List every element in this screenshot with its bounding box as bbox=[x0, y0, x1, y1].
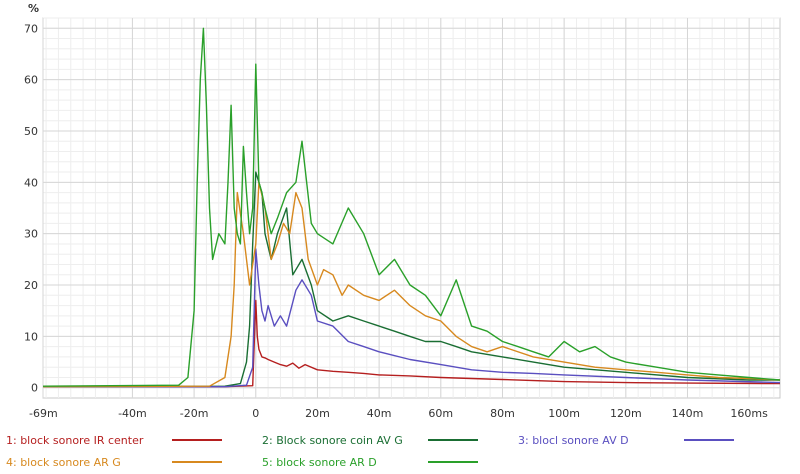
legend-label-1: 1: block sonore IR center bbox=[6, 434, 144, 447]
x-tick-label: 100m bbox=[548, 407, 580, 420]
series-line-2 bbox=[42, 171, 780, 388]
legend-label-2: 2: Block sonore coin AV G bbox=[262, 434, 403, 447]
legend: 1: block sonore IR center 2: Block sonore… bbox=[6, 434, 734, 469]
legend-label-3: 3: blocl sonore AV D bbox=[518, 434, 629, 447]
y-tick-label: 30 bbox=[24, 228, 38, 241]
x-tick-label: -20m bbox=[180, 407, 209, 420]
y-axis-unit-label: % bbox=[28, 2, 39, 15]
axes: -69m -40m -20m 0 20m 40m 60m 80m 100m 120m 140m 160… bbox=[24, 22, 768, 420]
series-line-3 bbox=[43, 248, 781, 388]
series-line-5 bbox=[42, 27, 781, 387]
plot-frame bbox=[42, 17, 781, 399]
y-tick-label: 40 bbox=[24, 176, 38, 189]
x-tick-label: 80m bbox=[490, 407, 515, 420]
series-line-1 bbox=[43, 299, 781, 388]
x-tick-label: 160ms bbox=[730, 407, 768, 420]
series-lines bbox=[42, 27, 781, 388]
plot-area bbox=[42, 17, 781, 399]
x-tick-label: 40m bbox=[367, 407, 392, 420]
y-tick-label: 50 bbox=[24, 125, 38, 138]
x-tick-label: 120m bbox=[610, 407, 642, 420]
y-tick-label: 70 bbox=[24, 22, 38, 35]
y-tick-label: 60 bbox=[24, 74, 38, 87]
series-line-4 bbox=[42, 181, 781, 388]
x-tick-label: -40m bbox=[118, 407, 147, 420]
legend-label-4: 4: block sonore AR G bbox=[6, 456, 121, 469]
x-tick-label: 60m bbox=[428, 407, 453, 420]
x-tick-label: -69m bbox=[29, 407, 58, 420]
x-tick-label: 0 bbox=[252, 407, 259, 420]
y-tick-label: 10 bbox=[24, 330, 38, 343]
y-tick-label: 20 bbox=[24, 279, 38, 292]
x-tick-label: 140m bbox=[672, 407, 704, 420]
y-tick-label: 0 bbox=[31, 382, 38, 395]
legend-label-5: 5: block sonore AR D bbox=[262, 456, 377, 469]
x-tick-label: 20m bbox=[305, 407, 330, 420]
